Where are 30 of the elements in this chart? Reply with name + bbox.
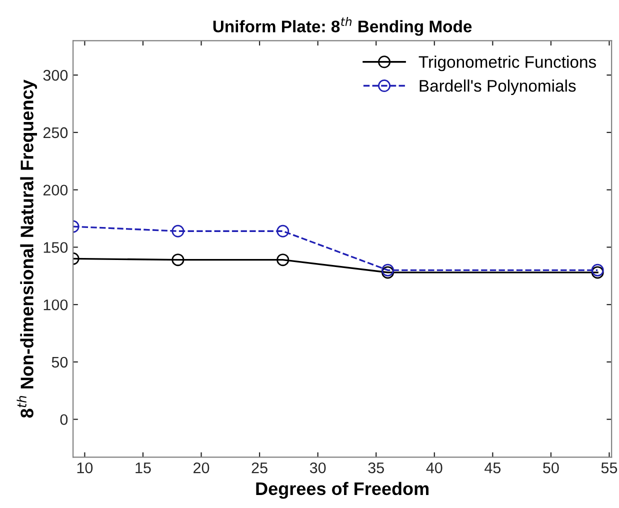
x-tick-label: 15 [136,462,151,474]
point [382,264,394,276]
x-tick-label: 30 [310,462,326,474]
x-tick-label: 10 [77,462,93,474]
x-tick-label: 25 [252,462,268,474]
x-tick-label: 35 [368,462,384,474]
point [382,266,394,279]
point [591,266,604,279]
point [276,254,290,266]
chart-title: Uniform Plate: 8$^{th}$ Bending Mode [213,16,472,36]
x-tick-label: 20 [194,462,210,474]
point [591,264,604,276]
x-tick-label: 45 [484,462,501,474]
y-tick-label: 50 [52,356,68,368]
y-axis-title: 8$^{th}$ Non-dimensional Natural Frequency [16,80,37,418]
y-tick-label: 0 [60,414,68,426]
y-tick-label: 100 [44,299,68,310]
point [172,224,184,238]
x-tick-label: 40 [426,462,442,474]
legend-label: Trigonometric Functions [418,56,596,72]
y-tick-label: 150 [44,242,68,253]
x-tick-label: 50 [543,462,559,474]
y-tick-label: 300 [43,70,68,81]
legend-label: Bardell's Polynomials [420,80,576,96]
point [172,254,184,266]
x-tick-label: 55 [601,462,618,474]
point [276,224,290,238]
y-tick-label: 250 [43,127,68,138]
y-tick-label: 200 [43,184,68,196]
x-axis-title: Degrees of Freedom [256,482,428,499]
